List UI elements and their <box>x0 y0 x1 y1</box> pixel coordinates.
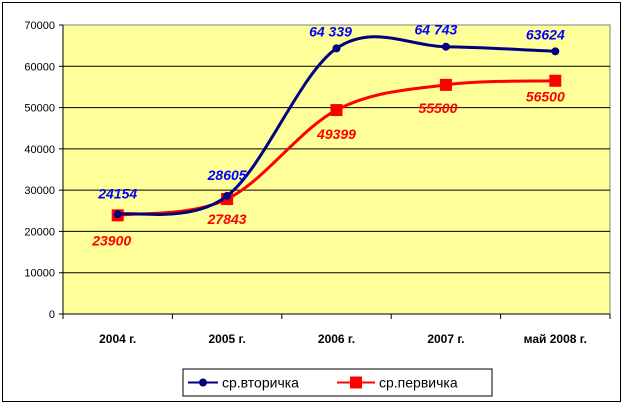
data-label-series-0-2: 64 339 <box>309 23 352 39</box>
x-tick-label-3: 2007 г. <box>427 332 464 346</box>
series-0-point-3 <box>441 42 450 51</box>
series-0-point-1 <box>223 191 232 200</box>
data-label-series-1-4: 56500 <box>526 89 565 105</box>
y-tick-label-7: 70000 <box>24 20 55 32</box>
x-tick-label-4: май 2008 г. <box>524 332 587 346</box>
data-labels: 24154 28605 64 339 64 743 63624 23900 27843 493… <box>91 22 565 249</box>
legend-label-series-1: ср.первичка <box>379 375 458 391</box>
y-tick-label-6: 60000 <box>24 61 55 73</box>
data-label-series-1-3: 55500 <box>418 100 457 116</box>
legend-label-series-0: ср.вторичка <box>222 375 299 391</box>
data-label-series-1-1: 27843 <box>207 211 247 227</box>
data-label-series-0-3: 64 743 <box>414 22 457 38</box>
y-tick-label-3: 30000 <box>24 185 55 197</box>
series-1-point-3 <box>439 78 452 91</box>
data-label-series-0-0: 24154 <box>97 185 137 201</box>
y-tick-label-5: 50000 <box>24 103 55 115</box>
y-tick-label-1: 10000 <box>24 268 55 280</box>
y-tick-label-4: 40000 <box>24 144 55 156</box>
data-label-series-1-2: 49399 <box>316 126 356 142</box>
series-0-point-4 <box>551 47 560 56</box>
plot-area <box>62 24 611 315</box>
series-group <box>111 35 562 222</box>
data-label-series-0-1: 28605 <box>207 167 247 183</box>
data-label-series-0-4: 63624 <box>526 26 565 42</box>
series-1-point-2 <box>330 104 343 117</box>
legend: ср.вторичка ср.первичка <box>182 368 493 397</box>
x-tick-label-2: 2006 г. <box>318 332 355 346</box>
y-tick-label-0: 0 <box>49 309 55 321</box>
series-0-point-2 <box>332 44 341 53</box>
legend-marker-series-1 <box>350 376 362 389</box>
series-1-point-4 <box>549 74 562 87</box>
x-tick-label-0: 2004 г. <box>99 332 136 346</box>
y-axis: 0 10000 20000 30000 40000 50000 60000 70000 <box>24 20 64 321</box>
data-label-series-1-0: 23900 <box>91 232 131 248</box>
x-axis: 2004 г. 2005 г. 2006 г. 2007 г. май 2008 г. <box>62 313 611 346</box>
series-0-point-0 <box>113 210 122 219</box>
legend-marker-series-0 <box>199 378 207 387</box>
x-tick-label-1: 2005 г. <box>209 332 246 346</box>
y-tick-label-2: 20000 <box>24 226 55 238</box>
